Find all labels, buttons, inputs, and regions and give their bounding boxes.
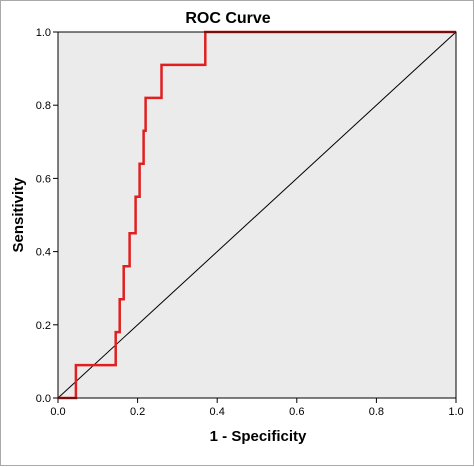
plot-border [57, 31, 457, 399]
y-tick-label: 0.8 [36, 100, 51, 112]
y-tick-label: 0.2 [36, 320, 51, 332]
x-tick-label: 0.4 [210, 406, 225, 418]
x-axis-title: 1 - Specificity [210, 428, 307, 445]
x-tick-label: 1.0 [448, 406, 463, 418]
roc-curve-line [58, 30, 456, 400]
y-tick-label: 0.6 [36, 173, 51, 185]
y-tick-label: 1.0 [36, 27, 51, 39]
y-axis-title: Sensitivity [10, 177, 27, 253]
y-tick-label: 0.4 [36, 247, 51, 259]
x-tick-label: 0.0 [50, 406, 65, 418]
y-tick-label: 0.0 [36, 393, 51, 405]
x-tick-label: 0.6 [289, 406, 304, 418]
x-tick-label: 0.2 [130, 406, 145, 418]
series-layer [57, 30, 457, 400]
chart-title: ROC Curve [185, 10, 270, 27]
x-tick-label: 0.8 [369, 406, 384, 418]
reference-diagonal-line [57, 31, 457, 399]
axis-ticks: 0.0 0.2 0.4 0.6 0.8 1.0 0.0 0.2 0.4 0.6 0.8 1.0 [36, 27, 464, 418]
